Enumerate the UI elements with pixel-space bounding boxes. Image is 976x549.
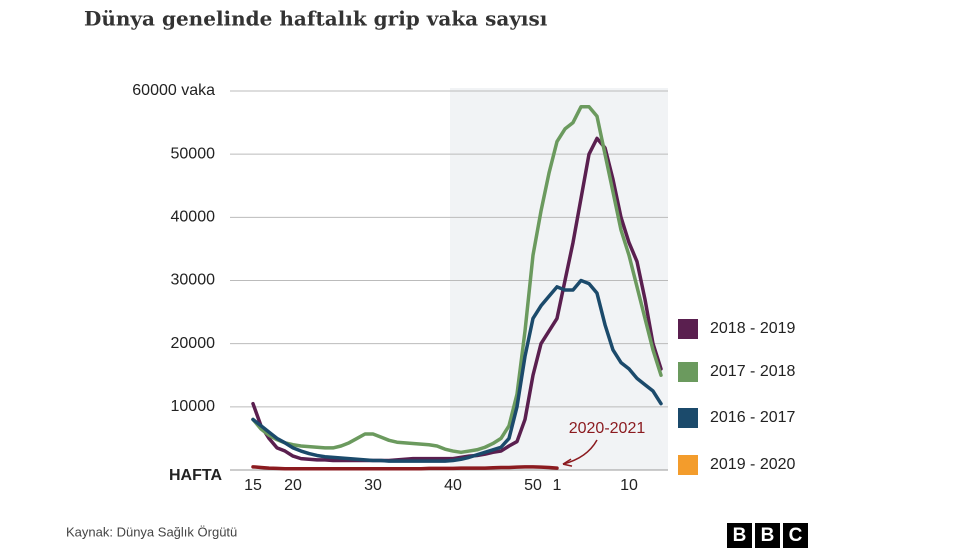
y-tick-label: 20000 xyxy=(171,335,216,352)
legend-label: 2019 - 2020 xyxy=(710,456,796,473)
x-tick-label: 10 xyxy=(620,477,638,494)
legend-label: 2017 - 2018 xyxy=(710,363,796,380)
series-line xyxy=(251,278,663,463)
logo-letter: B xyxy=(761,525,775,546)
series-line xyxy=(251,136,663,463)
logo-box xyxy=(783,523,808,548)
y-tick-label: 50000 xyxy=(171,145,216,162)
legend-swatch xyxy=(678,408,698,428)
source: Kaynak: Dünya Sağlık Örgütü xyxy=(66,524,237,539)
y-tick-label: 60000 vaka xyxy=(132,82,215,99)
legend-swatch xyxy=(678,362,698,382)
annotation: 2020-2021 xyxy=(569,420,646,437)
annotation-arrowhead xyxy=(562,458,573,467)
logo-box xyxy=(727,523,752,548)
y-tick-label: 30000 xyxy=(171,272,216,289)
legend-swatch xyxy=(678,319,698,339)
logo-letter: B xyxy=(733,525,747,546)
y-tick-label: 10000 xyxy=(171,398,216,415)
logo-box xyxy=(755,523,780,548)
annotation-arrow xyxy=(562,439,598,465)
x-tick-label: 30 xyxy=(364,477,382,494)
x-axis-label: HAFTA xyxy=(169,467,222,484)
logo-letter: C xyxy=(789,525,803,546)
x-tick-label: 40 xyxy=(444,477,462,494)
legend-label: 2016 - 2017 xyxy=(710,409,796,426)
x-tick-label: 1 xyxy=(553,477,562,494)
legend-swatch xyxy=(678,455,698,475)
x-tick-label: 15 xyxy=(244,477,262,494)
legend-label: 2018 - 2019 xyxy=(710,320,796,337)
y-tick-label: 40000 xyxy=(171,209,216,226)
x-tick-label: 50 xyxy=(524,477,542,494)
chart-title: Dünya genelinde haftalık grip vaka sayıs… xyxy=(84,7,548,31)
series-line xyxy=(251,465,559,471)
series-line xyxy=(251,105,663,455)
x-tick-label: 20 xyxy=(284,477,302,494)
